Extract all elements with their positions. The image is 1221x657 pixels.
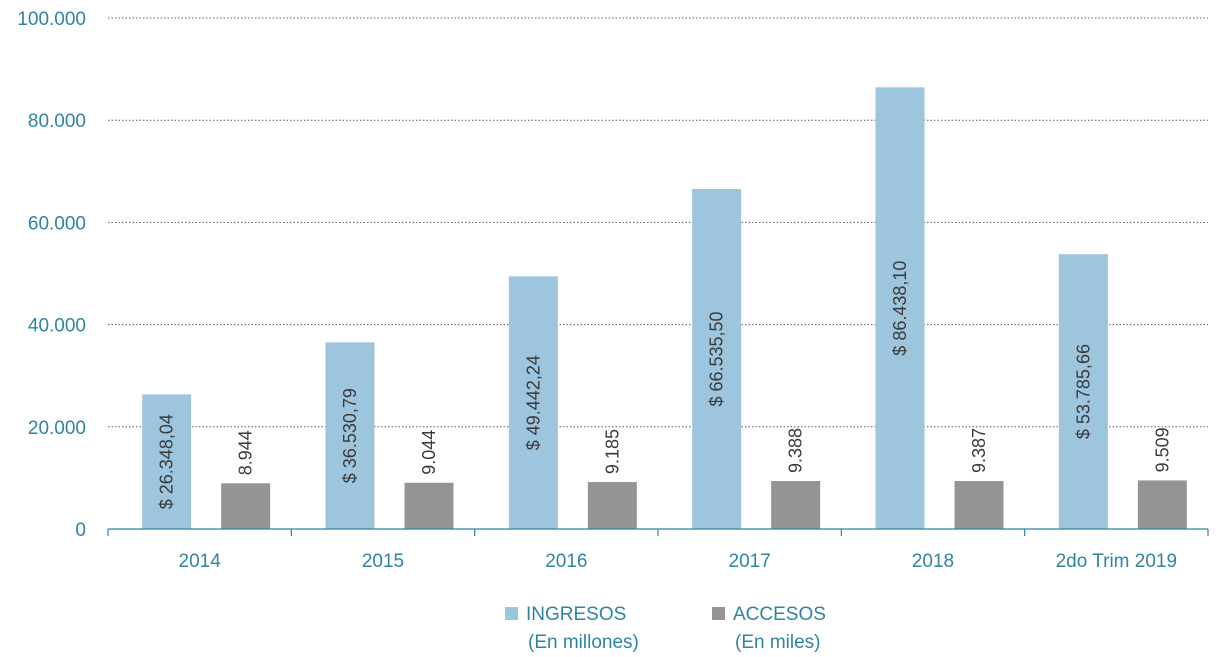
data-label: 9.185 bbox=[602, 429, 622, 474]
x-tick-label: 2015 bbox=[362, 551, 404, 572]
data-label: 8.944 bbox=[236, 430, 256, 475]
data-label: $ 86.438,10 bbox=[890, 261, 910, 356]
legend-sublabel: (En miles) bbox=[735, 632, 821, 653]
bars bbox=[142, 87, 1187, 530]
bar-accesos bbox=[954, 481, 1004, 529]
y-tick-label: 20.000 bbox=[28, 418, 86, 439]
x-tick-label: 2018 bbox=[912, 551, 954, 572]
data-label: $ 26.348,04 bbox=[157, 414, 177, 509]
data-label: $ 66.535,50 bbox=[707, 311, 727, 406]
legend-item: INGRESOS (En millones) bbox=[505, 604, 639, 653]
data-labels: $ 26.348,04 8.944 $ 36.530,79 9.044 $ 49.442… bbox=[157, 261, 1173, 510]
x-axis-ticks: 2014 2015 2016 2017 2018 2do Trim 2019 bbox=[107, 529, 1209, 572]
bar-accesos bbox=[1137, 480, 1187, 529]
legend-swatch bbox=[505, 607, 518, 620]
grid-layer bbox=[108, 17, 1208, 428]
y-tick-label: 80.000 bbox=[28, 111, 86, 132]
y-tick-label: 0 bbox=[75, 520, 86, 541]
bar-ingresos bbox=[325, 342, 375, 529]
bar-ingresos bbox=[142, 394, 192, 529]
x-tick-label: 2do Trim 2019 bbox=[1056, 551, 1177, 572]
x-tick-label: 2014 bbox=[179, 551, 222, 572]
bar-accesos bbox=[587, 482, 637, 529]
legend-swatch bbox=[712, 607, 725, 620]
data-label: 9.387 bbox=[969, 428, 989, 473]
y-tick-label: 60.000 bbox=[28, 213, 86, 234]
legend-sublabel: (En millones) bbox=[528, 632, 639, 653]
data-label: $ 53.785,66 bbox=[1073, 344, 1093, 439]
data-label: $ 36.530,79 bbox=[340, 388, 360, 483]
x-tick-label: 2017 bbox=[729, 551, 771, 572]
y-tick-label: 100.000 bbox=[17, 9, 86, 30]
data-label: 9.509 bbox=[1152, 427, 1172, 472]
data-label: $ 49.442,24 bbox=[523, 355, 543, 450]
bar-ingresos bbox=[875, 87, 925, 530]
data-label: 9.044 bbox=[419, 430, 439, 475]
bar-ingresos bbox=[1058, 254, 1108, 529]
x-tick-label: 2016 bbox=[545, 551, 587, 572]
bar-accesos bbox=[221, 483, 271, 529]
legend-label: ACCESOS bbox=[733, 604, 826, 625]
legend-label: INGRESOS bbox=[526, 604, 626, 625]
y-tick-label: 40.000 bbox=[28, 316, 86, 337]
legend-item: ACCESOS (En miles) bbox=[712, 604, 826, 653]
legend: INGRESOS (En millones) ACCESOS (En miles) bbox=[505, 604, 826, 653]
bar-ingresos bbox=[508, 276, 558, 529]
bar-ingresos bbox=[692, 189, 742, 529]
y-axis-ticks: 0 20.000 40.000 60.000 80.000 100.000 bbox=[17, 9, 86, 541]
bar-accesos bbox=[771, 481, 821, 529]
bar-accesos bbox=[404, 482, 454, 529]
data-label: 9.388 bbox=[786, 428, 806, 473]
